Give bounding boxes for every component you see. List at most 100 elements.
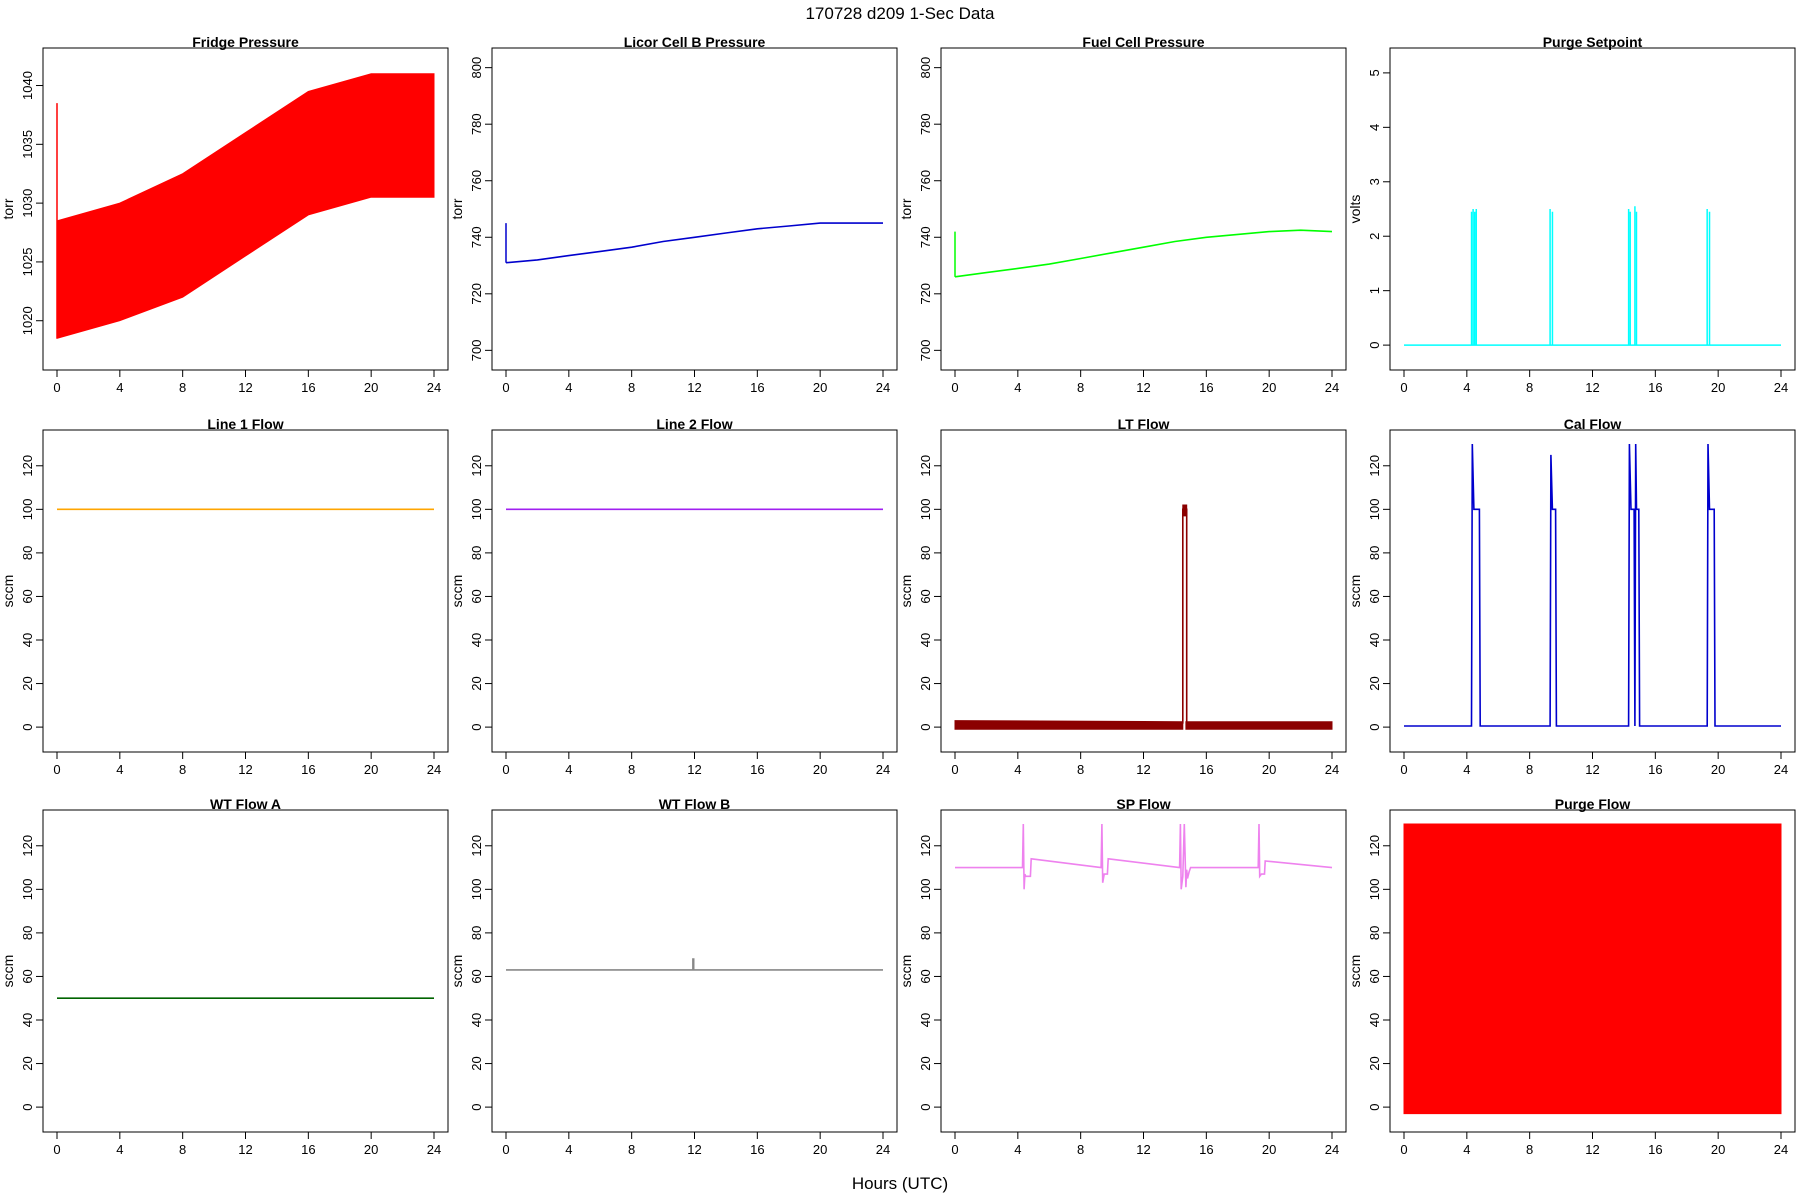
lt-flow-y-axis-label: sccm	[898, 575, 914, 608]
cal-flow-y-tick-label: 40	[1367, 633, 1382, 647]
line-1-flow-panel: Line 1 Flow 0 4 8 12 16 20 24 0 20 40 60 80 100 120 scc…	[0, 416, 449, 777]
purge-setpoint-title: Purge Setpoint	[1543, 34, 1643, 50]
purge-flow-y-tick-label: 40	[1367, 1013, 1382, 1027]
licor-cell-b-pressure-y-axis-label: torr	[449, 198, 465, 219]
licor-cell-b-pressure-x-tick-label: 8	[628, 380, 635, 395]
lt-flow-y-tick-label: 100	[918, 498, 933, 520]
lt-flow-x-tick-label: 0	[951, 762, 958, 777]
purge-setpoint-x-tick-label: 0	[1400, 380, 1407, 395]
cal-flow-x-tick-label: 24	[1774, 762, 1788, 777]
cal-flow-x-tick-label: 4	[1463, 762, 1470, 777]
fuel-cell-pressure-x-tick-label: 16	[1199, 380, 1213, 395]
fridge-pressure-series-band	[56, 73, 435, 340]
sp-flow-series-line	[955, 823, 1333, 890]
figure-title: 170728 d209 1-Sec Data	[805, 4, 995, 23]
licor-cell-b-pressure-x-tick-label: 24	[876, 380, 890, 395]
fuel-cell-pressure-y-tick-label: 800	[918, 57, 933, 79]
fuel-cell-pressure-y-axis-label: torr	[898, 198, 914, 219]
wt-flow-b-x-tick-label: 4	[565, 1142, 572, 1157]
purge-setpoint-y-tick-label: 3	[1367, 178, 1382, 185]
lt-flow-x-tick-label: 24	[1325, 762, 1339, 777]
licor-cell-b-pressure-panel: Licor Cell B Pressure 0 4 8 12 16 20 24 700 720 74…	[449, 34, 898, 395]
line-2-flow-x-tick-label: 20	[813, 762, 827, 777]
wt-flow-b-y-tick-label: 100	[469, 878, 484, 900]
fridge-pressure-y-tick-label: 1030	[20, 189, 35, 218]
wt-flow-a-x-tick-label: 4	[116, 1142, 123, 1157]
purge-flow-y-tick-label: 20	[1367, 1056, 1382, 1070]
wt-flow-a-y-axis-label: sccm	[0, 955, 16, 988]
licor-cell-b-pressure-x-tick-label: 0	[502, 380, 509, 395]
wt-flow-b-x-tick-label: 20	[813, 1142, 827, 1157]
fuel-cell-pressure-x-tick-label: 20	[1262, 380, 1276, 395]
fridge-pressure-x-tick-label: 0	[53, 380, 60, 395]
licor-cell-b-pressure-x-tick-label: 12	[687, 380, 701, 395]
wt-flow-a-x-tick-label: 0	[53, 1142, 60, 1157]
licor-cell-b-pressure-series-area	[505, 222, 883, 264]
lt-flow-plot-frame	[940, 429, 1347, 753]
wt-flow-a-y-tick-label: 120	[20, 835, 35, 857]
fridge-pressure-y-tick-label: 1020	[20, 306, 35, 335]
cal-flow-x-tick-label: 20	[1711, 762, 1725, 777]
fridge-pressure-x-tick-label: 20	[364, 380, 378, 395]
fuel-cell-pressure-y-tick-label: 760	[918, 170, 933, 192]
sp-flow-x-tick-label: 12	[1136, 1142, 1150, 1157]
sp-flow-x-tick-label: 16	[1199, 1142, 1213, 1157]
fridge-pressure-y-tick-label: 1025	[20, 247, 35, 276]
cal-flow-x-tick-label: 8	[1526, 762, 1533, 777]
purge-setpoint-plot-frame	[1389, 47, 1796, 371]
line-1-flow-x-tick-label: 4	[116, 762, 123, 777]
purge-flow-y-tick-label: 120	[1367, 835, 1382, 857]
sp-flow-y-tick-label: 0	[918, 1103, 933, 1110]
fridge-pressure-y-tick-label: 1035	[20, 130, 35, 159]
wt-flow-b-y-axis-label: sccm	[449, 955, 465, 988]
line-2-flow-y-tick-label: 20	[469, 676, 484, 690]
purge-flow-y-tick-label: 60	[1367, 969, 1382, 983]
line-1-flow-x-tick-label: 16	[301, 762, 315, 777]
line-2-flow-y-tick-label: 120	[469, 455, 484, 477]
licor-cell-b-pressure-y-tick-label: 760	[469, 170, 484, 192]
wt-flow-a-panel: WT Flow A 0 4 8 12 16 20 24 0 20 40 60 80 100 120 sccm	[0, 796, 449, 1157]
sp-flow-x-tick-label: 0	[951, 1142, 958, 1157]
wt-flow-b-y-tick-label: 80	[469, 926, 484, 940]
fuel-cell-pressure-series-area	[954, 229, 1333, 278]
lt-flow-x-tick-label: 20	[1262, 762, 1276, 777]
line-1-flow-plot-frame	[42, 429, 449, 753]
sp-flow-y-axis-label: sccm	[898, 955, 914, 988]
line-1-flow-x-tick-label: 8	[179, 762, 186, 777]
sp-flow-x-tick-label: 4	[1014, 1142, 1021, 1157]
cal-flow-plot-frame	[1389, 429, 1796, 753]
wt-flow-b-x-tick-label: 0	[502, 1142, 509, 1157]
lt-flow-series-band	[1182, 504, 1188, 517]
fuel-cell-pressure-title: Fuel Cell Pressure	[1082, 34, 1204, 50]
licor-cell-b-pressure-y-tick-label: 740	[469, 226, 484, 248]
purge-setpoint-x-tick-label: 8	[1526, 380, 1533, 395]
fridge-pressure-title: Fridge Pressure	[192, 34, 299, 50]
licor-cell-b-pressure-x-tick-label: 16	[750, 380, 764, 395]
line-1-flow-y-tick-label: 0	[20, 723, 35, 730]
licor-cell-b-pressure-y-tick-label: 700	[469, 339, 484, 361]
fuel-cell-pressure-plot-frame	[940, 47, 1347, 371]
fridge-pressure-panel: Fridge Pressure 0 4 8 12 16 20 24 1020 1025 1030 10…	[0, 34, 449, 395]
lt-flow-y-tick-label: 60	[918, 589, 933, 603]
purge-flow-x-tick-label: 8	[1526, 1142, 1533, 1157]
fridge-pressure-x-tick-label: 4	[116, 380, 123, 395]
purge-setpoint-x-tick-label: 20	[1711, 380, 1725, 395]
line-1-flow-title: Line 1 Flow	[207, 416, 283, 432]
sp-flow-y-tick-label: 40	[918, 1013, 933, 1027]
figure-x-axis-label: Hours (UTC)	[852, 1174, 948, 1193]
sp-flow-plot-frame	[940, 809, 1347, 1133]
wt-flow-b-x-tick-label: 8	[628, 1142, 635, 1157]
line-2-flow-y-tick-label: 40	[469, 633, 484, 647]
sp-flow-y-tick-label: 120	[918, 835, 933, 857]
fridge-pressure-series-area	[56, 73, 435, 340]
licor-cell-b-pressure-x-tick-label: 20	[813, 380, 827, 395]
sp-flow-y-tick-label: 60	[918, 969, 933, 983]
line-1-flow-y-tick-label: 100	[20, 498, 35, 520]
wt-flow-b-x-tick-label: 16	[750, 1142, 764, 1157]
line-2-flow-x-tick-label: 12	[687, 762, 701, 777]
wt-flow-b-series-line	[506, 958, 883, 971]
wt-flow-a-plot-frame	[42, 809, 449, 1133]
sp-flow-y-tick-label: 20	[918, 1056, 933, 1070]
wt-flow-a-y-tick-label: 40	[20, 1013, 35, 1027]
wt-flow-a-x-tick-label: 12	[238, 1142, 252, 1157]
